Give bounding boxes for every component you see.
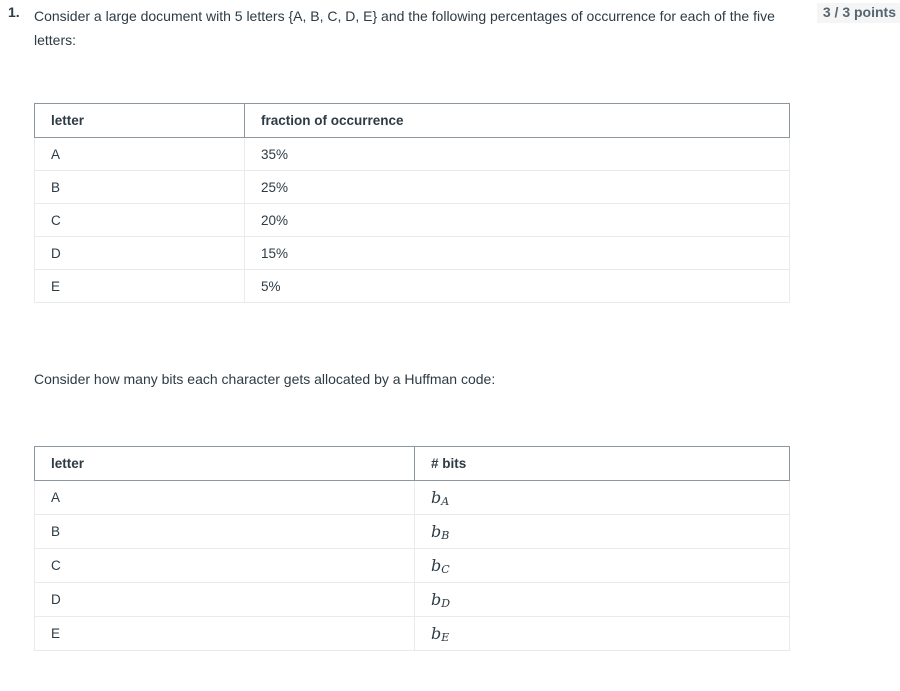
table-row: D bD — [34, 582, 790, 617]
question-points: 3 / 3 points — [816, 3, 900, 23]
fraction-cell: 20% — [244, 203, 790, 237]
fraction-cell: 35% — [244, 137, 790, 171]
table-row: A 35% — [34, 137, 790, 171]
fraction-cell: 5% — [244, 269, 790, 303]
table-row: C bC — [34, 548, 790, 583]
letter-cell: C — [34, 548, 415, 583]
letter-cell: E — [34, 616, 415, 651]
letter-cell: B — [34, 514, 415, 549]
column-header-fraction: fraction of occurrence — [244, 103, 790, 138]
table-header-row: letter # bits — [34, 446, 790, 481]
table-row: E 5% — [34, 269, 790, 303]
letter-cell: C — [34, 203, 245, 237]
table-row: B bB — [34, 514, 790, 549]
letter-cell: E — [34, 269, 245, 303]
question-text: Consider a large document with 5 letters… — [34, 8, 775, 48]
table-header-row: letter fraction of occurrence — [34, 103, 790, 138]
letter-cell: D — [34, 236, 245, 270]
bits-math: bD — [431, 590, 451, 610]
column-header-letter: letter — [34, 103, 245, 138]
column-header-bits: # bits — [414, 446, 790, 481]
fraction-cell: 25% — [244, 170, 790, 204]
bits-math: bE — [431, 624, 450, 644]
bits-cell: bA — [414, 480, 790, 515]
bits-math: bC — [431, 556, 450, 576]
letter-cell: A — [34, 137, 245, 171]
table-row: B 25% — [34, 170, 790, 204]
bits-math: bB — [431, 522, 450, 542]
question-header: 1. Consider a large document with 5 lett… — [0, 0, 900, 50]
frequency-table: letter fraction of occurrence A 35% B 25… — [34, 103, 790, 303]
bits-math: bA — [431, 488, 450, 508]
bits-cell: bD — [414, 582, 790, 617]
letter-cell: D — [34, 582, 415, 617]
fraction-cell: 15% — [244, 236, 790, 270]
column-header-letter: letter — [34, 446, 415, 481]
bits-cell: bE — [414, 616, 790, 651]
huffman-prompt-text: Consider how many bits each character ge… — [34, 371, 496, 387]
letter-cell: B — [34, 170, 245, 204]
huffman-bits-table: letter # bits A bA B bB C bC D bD E bE — [34, 446, 790, 651]
question-number: 1. — [8, 4, 20, 20]
letter-cell: A — [34, 480, 415, 515]
table-row: E bE — [34, 616, 790, 651]
bits-cell: bC — [414, 548, 790, 583]
table-row: A bA — [34, 480, 790, 515]
bits-cell: bB — [414, 514, 790, 549]
table-row: D 15% — [34, 236, 790, 270]
table-row: C 20% — [34, 203, 790, 237]
